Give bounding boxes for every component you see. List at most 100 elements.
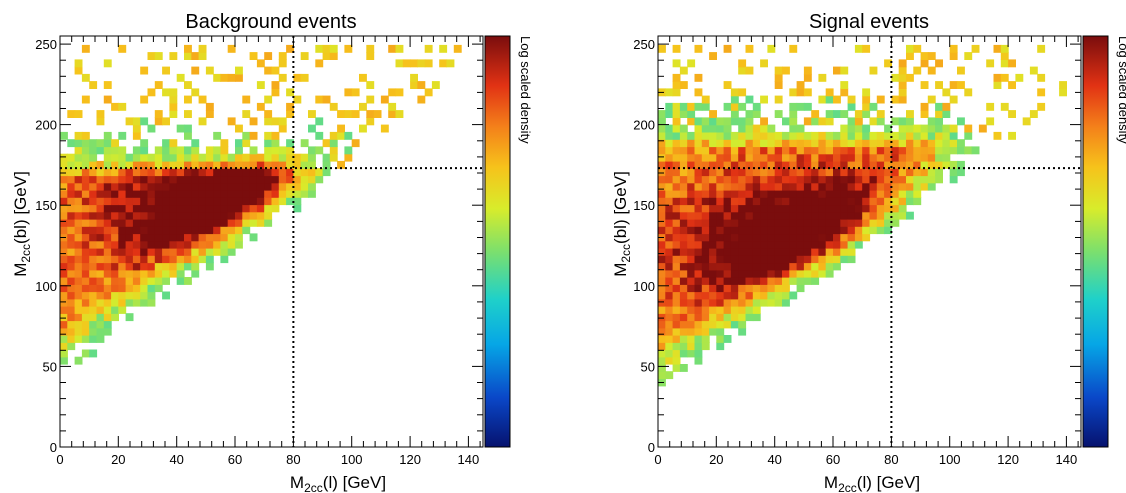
heatmap-cell [782,131,790,140]
heatmap-cell [198,117,207,126]
heatmap-cell [103,218,112,227]
heatmap-cell [184,131,192,140]
heatmap-cell [752,298,761,307]
heatmap-cell [767,211,776,220]
heatmap-cell [60,298,68,307]
heatmap-cell [745,233,754,242]
heatmap-cell [716,342,725,351]
heatmap-cell [672,59,681,68]
heatmap-cell [957,168,965,177]
heatmap-cell [103,277,112,285]
heatmap-cell [760,160,768,169]
heatmap-cell [665,110,674,118]
heatmap-cell [658,291,666,300]
heatmap-cell [81,146,90,155]
heatmap-cell [701,291,710,300]
heatmap-cell [796,269,805,278]
heatmap-cell [767,240,776,249]
heatmap-cell [774,211,783,220]
heatmap-cell [235,197,243,206]
heatmap-cell [789,160,798,169]
heatmap-cell [782,262,790,271]
heatmap-cell [308,110,316,118]
heatmap-cell [825,226,834,235]
heatmap-cell [60,327,68,336]
heatmap-cell [96,298,105,307]
heatmap-cell [854,175,863,184]
heatmap-cell [184,255,192,264]
heatmap-cell [782,226,790,235]
heatmap-cell [60,277,68,285]
heatmap-cells [60,44,462,365]
heatmap-cell [111,247,119,256]
heatmap-cell [767,131,776,140]
heatmap-cell [169,88,178,97]
heatmap-cell [89,255,98,264]
heatmap-cell [169,233,178,242]
heatmap-cell [162,168,170,177]
heatmap-cell [154,197,163,206]
heatmap-cell [103,204,112,213]
heatmap-cell [67,255,76,264]
heatmap-cell [184,160,192,169]
heatmap-cell [803,247,812,256]
heatmap-cell [293,168,302,177]
heatmap-cell [220,175,229,184]
heatmap-cell [227,168,236,177]
heatmap-cell [709,131,717,140]
heatmap-cell [191,182,200,191]
heatmap-cell [665,211,674,220]
heatmap-cell [913,160,922,169]
heatmap-cell [920,175,929,184]
heatmap-cell [81,218,90,227]
heatmap-cell [840,226,849,235]
heatmap-cell [709,313,717,322]
heatmap-cell [453,44,462,53]
heatmap-cell [147,240,156,249]
heatmap-cell [767,218,776,227]
heatmap-cell [227,189,236,198]
heatmap-cell [220,255,229,264]
heatmap-cell [118,168,127,177]
heatmap-cell [730,284,739,293]
heatmap-cell [716,182,725,191]
heatmap-cell [198,218,207,227]
heatmap-cell [198,168,207,177]
heatmap-cell [96,247,105,256]
heatmap-cell [184,146,192,155]
heatmap-cell [256,189,265,198]
heatmap-cell [818,139,827,148]
heatmap-cell [833,189,841,198]
heatmap-cell [220,211,229,220]
heatmap-cell [957,66,965,75]
heatmap-cell [176,211,185,220]
heatmap-cell [169,240,178,249]
heatmap-cell [154,52,163,60]
heatmap-cell [67,306,76,314]
heatmap-cell [869,146,878,155]
heatmap-cell [730,153,739,162]
heatmap-cell [694,189,703,198]
heatmap-cell [351,88,360,97]
heatmap-cell [395,110,404,118]
heatmap-cell [74,189,83,198]
heatmap-cell [709,306,717,314]
heatmap-cell [694,139,703,148]
heatmap-cell [811,189,820,198]
heatmap-cell [147,189,156,198]
heatmap-cell [198,95,207,104]
heatmap-cell [205,146,214,155]
heatmap-cell [184,240,192,249]
heatmap-cell [752,197,761,206]
y-tick-label: 250 [35,37,57,52]
heatmap-cell [220,73,229,82]
heatmap-cell [89,240,98,249]
heatmap-cell [869,139,878,148]
heatmap-cell [125,117,134,126]
heatmap-cell [658,124,666,133]
heatmap-cell [329,139,338,148]
heatmap-cell [96,197,105,206]
heatmap-cell [730,218,739,227]
heatmap-cell [205,189,214,198]
heatmap-cell [665,175,674,184]
